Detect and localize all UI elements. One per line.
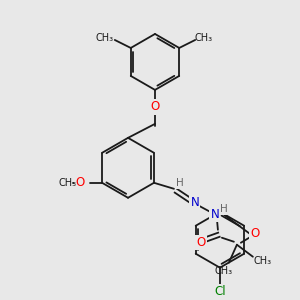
Text: O: O (76, 176, 85, 189)
Text: CH₃: CH₃ (215, 266, 233, 276)
Text: CH₃: CH₃ (194, 33, 212, 43)
Text: O: O (196, 236, 206, 249)
Text: CH₃: CH₃ (58, 178, 76, 188)
Text: CH₃: CH₃ (254, 256, 272, 266)
Text: N: N (190, 196, 199, 209)
Text: H: H (220, 204, 228, 214)
Text: O: O (150, 100, 160, 113)
Text: O: O (250, 227, 260, 240)
Text: Cl: Cl (214, 285, 226, 298)
Text: CH₃: CH₃ (96, 33, 114, 43)
Text: H: H (176, 178, 184, 188)
Text: N: N (211, 208, 219, 221)
